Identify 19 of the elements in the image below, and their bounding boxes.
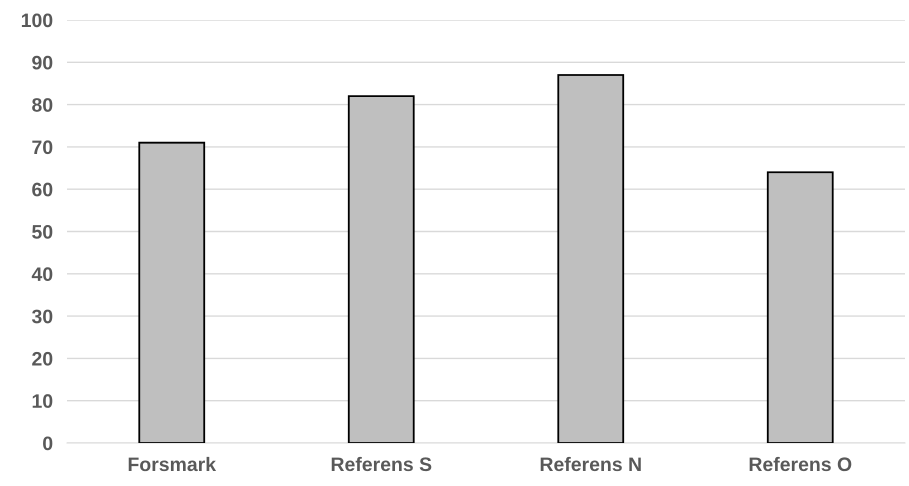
- x-tick-label: Referens N: [540, 456, 641, 472]
- y-tick-label: 80: [32, 98, 52, 112]
- y-tick-label: 30: [32, 310, 52, 324]
- bar: [557, 74, 624, 443]
- y-tick-label: 70: [32, 140, 52, 154]
- bar: [766, 171, 834, 443]
- y-tick-label: 50: [32, 224, 52, 239]
- x-tick-label: Referens O: [750, 456, 852, 472]
- bar: [348, 95, 415, 443]
- y-tick-label: 100: [22, 13, 52, 28]
- x-tick-label: Referens S: [332, 456, 432, 472]
- y-tick-label: 10: [32, 394, 52, 408]
- y-tick-label: 90: [32, 56, 52, 70]
- y-tick-label: 20: [32, 352, 52, 366]
- y-tick-label: 40: [32, 267, 52, 282]
- bar: [138, 142, 206, 443]
- y-tick-label: 60: [32, 182, 52, 196]
- x-tick-label: Forsmark: [128, 456, 216, 472]
- y-tick-label: 0: [43, 436, 52, 450]
